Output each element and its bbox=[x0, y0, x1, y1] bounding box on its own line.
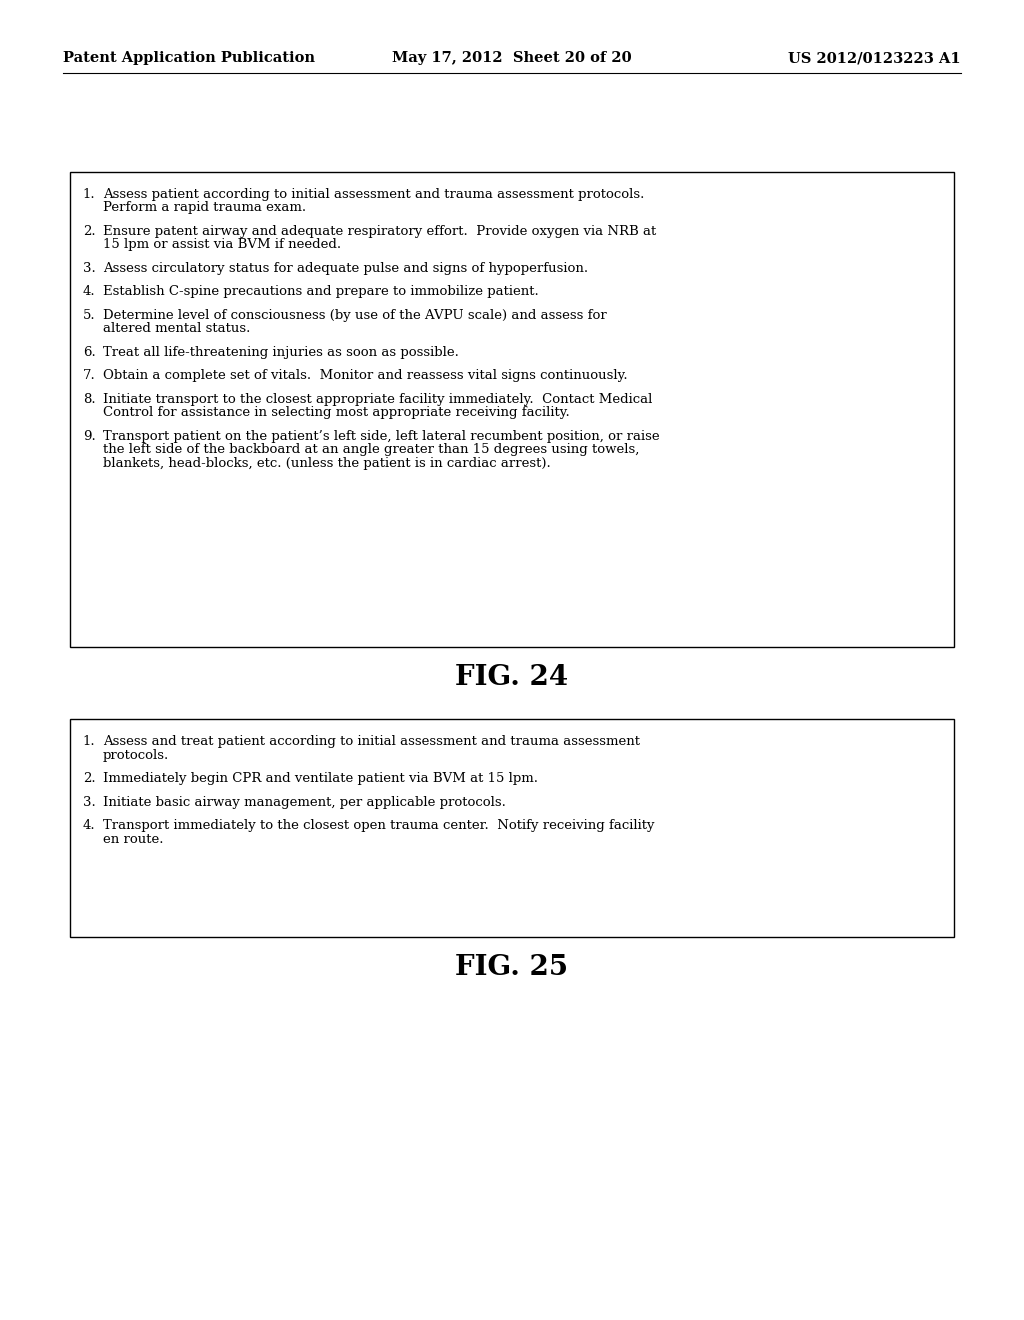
Text: FIG. 24: FIG. 24 bbox=[456, 664, 568, 690]
Text: FIG. 25: FIG. 25 bbox=[456, 954, 568, 981]
Text: Immediately begin CPR and ventilate patient via BVM at 15 lpm.: Immediately begin CPR and ventilate pati… bbox=[102, 772, 538, 785]
Text: altered mental status.: altered mental status. bbox=[102, 322, 250, 335]
Text: blankets, head-blocks, etc. (unless the patient is in cardiac arrest).: blankets, head-blocks, etc. (unless the … bbox=[102, 457, 550, 470]
Text: Treat all life-threatening injuries as soon as possible.: Treat all life-threatening injuries as s… bbox=[102, 346, 459, 359]
Text: 2.: 2. bbox=[83, 224, 95, 238]
Text: 3.: 3. bbox=[83, 796, 95, 809]
Text: Transport immediately to the closest open trauma center.  Notify receiving facil: Transport immediately to the closest ope… bbox=[102, 820, 654, 833]
Text: 6.: 6. bbox=[83, 346, 95, 359]
Text: 9.: 9. bbox=[83, 429, 95, 442]
Bar bbox=[70, 172, 954, 647]
Text: the left side of the backboard at an angle greater than 15 degrees using towels,: the left side of the backboard at an ang… bbox=[102, 444, 639, 457]
Text: May 17, 2012  Sheet 20 of 20: May 17, 2012 Sheet 20 of 20 bbox=[392, 51, 632, 65]
Text: Assess and treat patient according to initial assessment and trauma assessment: Assess and treat patient according to in… bbox=[102, 735, 640, 748]
Text: 1.: 1. bbox=[83, 187, 95, 201]
Text: 4.: 4. bbox=[83, 285, 95, 298]
Text: 2.: 2. bbox=[83, 772, 95, 785]
Text: protocols.: protocols. bbox=[102, 748, 169, 762]
Text: Ensure patent airway and adequate respiratory effort.  Provide oxygen via NRB at: Ensure patent airway and adequate respir… bbox=[102, 224, 656, 238]
Text: Assess circulatory status for adequate pulse and signs of hypoperfusion.: Assess circulatory status for adequate p… bbox=[102, 261, 588, 275]
Text: 15 lpm or assist via BVM if needed.: 15 lpm or assist via BVM if needed. bbox=[102, 238, 341, 251]
Text: 4.: 4. bbox=[83, 820, 95, 833]
Text: Perform a rapid trauma exam.: Perform a rapid trauma exam. bbox=[102, 201, 306, 214]
Text: Assess patient according to initial assessment and trauma assessment protocols.: Assess patient according to initial asse… bbox=[102, 187, 644, 201]
Text: Patent Application Publication: Patent Application Publication bbox=[63, 51, 315, 65]
Text: Establish C-spine precautions and prepare to immobilize patient.: Establish C-spine precautions and prepar… bbox=[102, 285, 539, 298]
Text: en route.: en route. bbox=[102, 833, 163, 846]
Bar bbox=[70, 719, 954, 937]
Text: US 2012/0123223 A1: US 2012/0123223 A1 bbox=[787, 51, 961, 65]
Text: Determine level of consciousness (by use of the AVPU scale) and assess for: Determine level of consciousness (by use… bbox=[102, 309, 606, 322]
Text: Obtain a complete set of vitals.  Monitor and reassess vital signs continuously.: Obtain a complete set of vitals. Monitor… bbox=[102, 370, 628, 381]
Text: Initiate basic airway management, per applicable protocols.: Initiate basic airway management, per ap… bbox=[102, 796, 506, 809]
Text: 7.: 7. bbox=[83, 370, 95, 381]
Text: Transport patient on the patient’s left side, left lateral recumbent position, o: Transport patient on the patient’s left … bbox=[102, 429, 659, 442]
Text: 8.: 8. bbox=[83, 392, 95, 405]
Text: Control for assistance in selecting most appropriate receiving facility.: Control for assistance in selecting most… bbox=[102, 407, 569, 418]
Text: 5.: 5. bbox=[83, 309, 95, 322]
Text: Initiate transport to the closest appropriate facility immediately.  Contact Med: Initiate transport to the closest approp… bbox=[102, 392, 652, 405]
Text: 3.: 3. bbox=[83, 261, 95, 275]
Text: 1.: 1. bbox=[83, 735, 95, 748]
